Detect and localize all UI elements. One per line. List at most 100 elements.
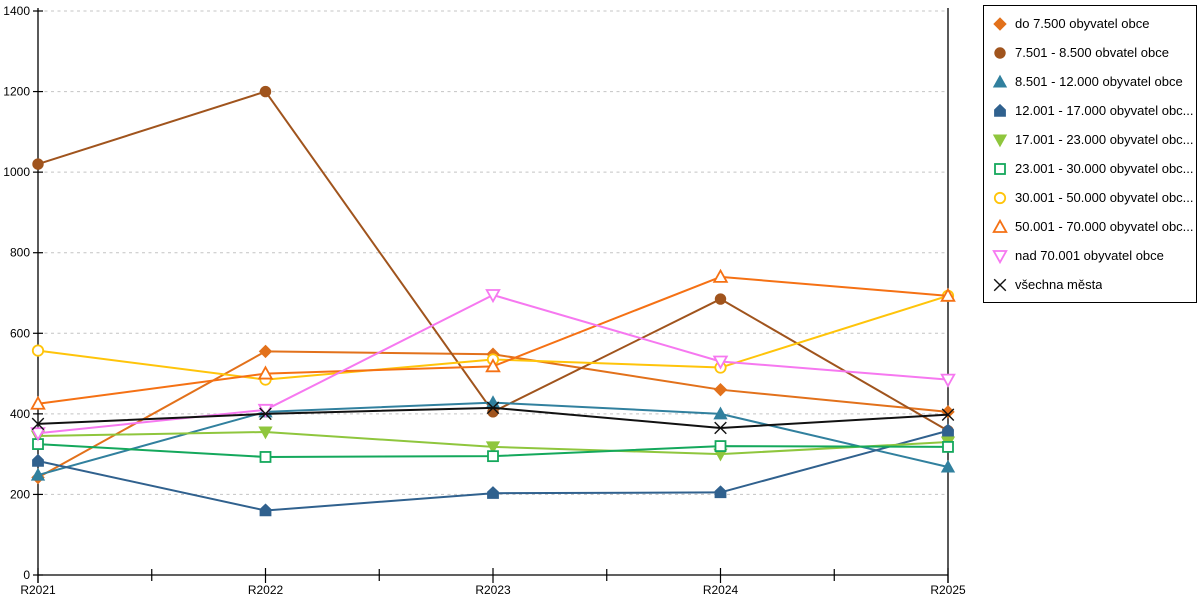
triangle-up-icon <box>940 459 956 473</box>
triangle-up-icon <box>712 268 729 283</box>
legend-marker-square-icon <box>994 162 1006 175</box>
data-point <box>714 440 727 452</box>
y-axis-tick-label: 400 <box>10 407 30 421</box>
x-axis-tick-label: R2024 <box>703 583 739 597</box>
x-cross-icon <box>993 278 1007 291</box>
legend-marker-circle-icon <box>993 191 1007 204</box>
triangle-up-icon <box>940 287 956 302</box>
chart-legend: do 7.500 obyvatel obce 7.501 - 8.500 obva… <box>983 5 1197 303</box>
data-point <box>712 355 729 370</box>
data-point <box>259 451 272 463</box>
y-axis-tick-label: 1400 <box>3 4 30 18</box>
triangle-down-icon <box>992 249 1008 264</box>
diamond-icon <box>993 16 1007 31</box>
data-point <box>714 421 727 435</box>
x-axis-tick-label: R2023 <box>475 583 511 597</box>
x-cross-icon <box>486 401 500 415</box>
triangle-down-icon <box>485 289 501 304</box>
data-point <box>32 453 44 467</box>
legend-marker-diamond-icon <box>993 16 1007 31</box>
legend-item[interactable]: 23.001 - 30.000 obyvatel obc... <box>984 154 1196 183</box>
y-axis-tick-label: 0 <box>23 568 30 582</box>
legend-label: 12.001 - 17.000 obyvatel obc... <box>1015 103 1194 118</box>
x-cross-icon <box>714 421 727 435</box>
x-cross-icon <box>31 417 45 431</box>
triangle-up-icon <box>992 218 1008 233</box>
data-point <box>259 407 272 421</box>
data-point <box>259 85 272 98</box>
legend-marker-circle-icon <box>994 46 1006 59</box>
legend-marker-triangle-up-icon <box>992 74 1008 87</box>
data-point <box>714 485 727 499</box>
square-icon <box>994 162 1006 175</box>
data-point <box>485 289 501 304</box>
legend-label: 8.501 - 12.000 obyvatel obce <box>1015 74 1183 89</box>
pentagon-icon <box>32 453 44 467</box>
legend-marker-triangle-up-icon <box>992 218 1008 233</box>
data-point <box>258 426 273 440</box>
triangle-down-icon <box>30 427 46 442</box>
data-point <box>941 408 955 421</box>
data-point <box>30 427 46 442</box>
x-cross-icon <box>941 408 955 421</box>
data-point <box>940 287 956 302</box>
legend-item[interactable]: všechna města <box>984 270 1196 299</box>
legend-label: všechna města <box>1015 277 1103 292</box>
data-point <box>30 467 46 481</box>
legend-item[interactable]: 12.001 - 17.000 obyvatel obc... <box>984 96 1196 125</box>
square-icon <box>487 450 499 463</box>
x-axis-tick-label: R2025 <box>930 583 966 597</box>
data-point <box>30 395 46 410</box>
legend-item[interactable]: do 7.500 obyvatel obce <box>984 9 1196 38</box>
legend-label: 50.001 - 70.000 obyvatel obc... <box>1015 219 1194 234</box>
data-point <box>941 405 955 419</box>
series-4 <box>32 423 954 517</box>
triangle-down-icon <box>992 134 1008 147</box>
x-axis-tick-label: R2021 <box>20 583 56 597</box>
y-axis-tick-label: 600 <box>10 326 30 340</box>
data-point <box>259 503 272 517</box>
pentagon-icon <box>994 103 1006 117</box>
data-point <box>942 423 954 437</box>
triangle-down-icon <box>258 426 273 440</box>
circle-icon <box>994 46 1006 59</box>
pentagon-icon <box>942 423 954 437</box>
diamond-icon <box>941 405 955 419</box>
data-point <box>942 440 954 453</box>
legend-item[interactable]: 7.501 - 8.500 obvatel obce <box>984 38 1196 67</box>
triangle-up-icon <box>30 395 46 410</box>
legend-item[interactable]: 8.501 - 12.000 obyvatel obce <box>984 67 1196 96</box>
y-axis-tick-label: 800 <box>10 246 30 260</box>
legend-label: 17.001 - 23.000 obyvatel obc... <box>1015 132 1194 147</box>
triangle-up-icon <box>992 74 1008 87</box>
data-point <box>485 358 501 373</box>
legend-item[interactable]: 30.001 - 50.000 obyvatel obc... <box>984 183 1196 212</box>
circle-icon <box>993 191 1007 204</box>
data-point <box>257 365 274 380</box>
legend-label: 23.001 - 30.000 obyvatel obc... <box>1015 161 1194 176</box>
series-10 <box>31 401 955 435</box>
data-point <box>714 293 727 305</box>
legend-item[interactable]: 17.001 - 23.000 obyvatel obc... <box>984 125 1196 154</box>
series-line <box>37 90 949 432</box>
triangle-up-icon <box>713 406 728 420</box>
series-8 <box>30 268 956 410</box>
data-point <box>713 406 728 420</box>
data-point <box>487 486 499 499</box>
triangle-down-icon <box>940 373 956 388</box>
data-point <box>31 344 45 357</box>
triangle-up-icon <box>30 467 46 481</box>
circle-icon <box>259 85 272 98</box>
data-point <box>258 344 273 359</box>
y-axis-tick-label: 200 <box>10 487 30 501</box>
x-cross-icon <box>259 407 272 421</box>
data-point <box>487 450 499 463</box>
diamond-icon <box>713 382 728 397</box>
legend-marker-x-cross-icon <box>993 278 1007 291</box>
triangle-down-icon <box>485 441 501 455</box>
x-axis-tick-label: R2022 <box>248 583 284 597</box>
legend-item[interactable]: 50.001 - 70.000 obyvatel obc... <box>984 212 1196 241</box>
data-point <box>32 158 44 170</box>
legend-item[interactable]: nad 70.001 obyvatel obce <box>984 241 1196 270</box>
data-point <box>486 401 500 415</box>
